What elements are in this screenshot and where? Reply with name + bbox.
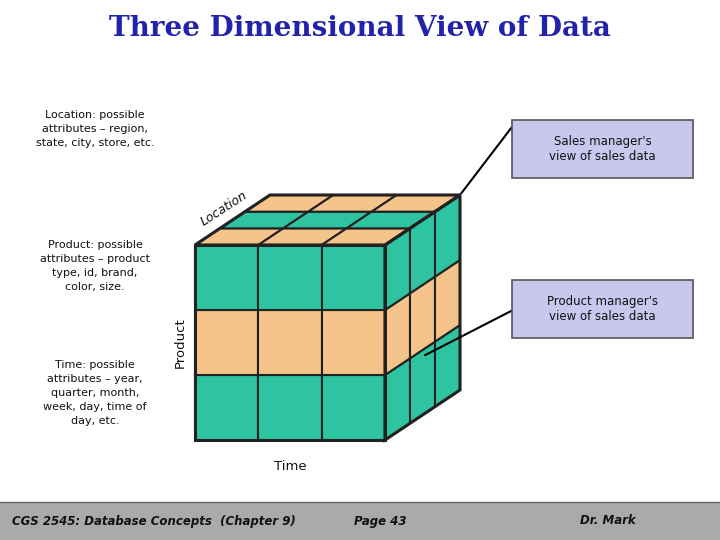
Text: Location: possible
attributes – region,
state, city, store, etc.: Location: possible attributes – region, … bbox=[36, 110, 154, 148]
Text: CGS 2545: Database Concepts  (Chapter 9): CGS 2545: Database Concepts (Chapter 9) bbox=[12, 515, 296, 528]
Polygon shape bbox=[322, 228, 410, 245]
Text: Page 43: Page 43 bbox=[354, 515, 406, 528]
Polygon shape bbox=[435, 260, 460, 342]
Polygon shape bbox=[258, 228, 346, 245]
Bar bbox=[258, 375, 322, 440]
Text: Product: possible
attributes – product
type, id, brand,
color, size.: Product: possible attributes – product t… bbox=[40, 240, 150, 292]
Polygon shape bbox=[385, 228, 410, 310]
Bar bbox=[258, 310, 322, 375]
Polygon shape bbox=[308, 195, 397, 212]
Polygon shape bbox=[195, 228, 284, 245]
Text: Dr. Mark: Dr. Mark bbox=[580, 515, 636, 528]
Text: Time: Time bbox=[274, 460, 306, 473]
Bar bbox=[195, 245, 385, 440]
Bar bbox=[0, 502, 720, 540]
Bar bbox=[322, 245, 385, 310]
Text: Sales manager's
view of sales data: Sales manager's view of sales data bbox=[549, 135, 656, 163]
Bar bbox=[322, 375, 385, 440]
Bar bbox=[322, 310, 385, 375]
Polygon shape bbox=[220, 212, 308, 228]
Polygon shape bbox=[410, 342, 435, 423]
Polygon shape bbox=[245, 195, 333, 212]
Text: Product manager's
view of sales data: Product manager's view of sales data bbox=[547, 295, 658, 323]
Polygon shape bbox=[410, 212, 435, 293]
Polygon shape bbox=[435, 195, 460, 276]
Polygon shape bbox=[385, 293, 410, 375]
Polygon shape bbox=[372, 195, 460, 212]
Text: Time: possible
attributes – year,
quarter, month,
week, day, time of
day, etc.: Time: possible attributes – year, quarte… bbox=[43, 360, 147, 426]
Bar bbox=[195, 310, 258, 375]
Polygon shape bbox=[385, 359, 410, 440]
Polygon shape bbox=[435, 325, 460, 407]
Text: Product: Product bbox=[174, 317, 187, 368]
Polygon shape bbox=[346, 212, 435, 228]
Text: Location: Location bbox=[198, 189, 249, 229]
FancyBboxPatch shape bbox=[512, 280, 693, 338]
Bar bbox=[195, 245, 258, 310]
Bar bbox=[195, 375, 258, 440]
FancyBboxPatch shape bbox=[512, 120, 693, 178]
Polygon shape bbox=[410, 276, 435, 359]
Polygon shape bbox=[284, 212, 372, 228]
Text: Three Dimensional View of Data: Three Dimensional View of Data bbox=[109, 15, 611, 42]
Bar bbox=[258, 245, 322, 310]
